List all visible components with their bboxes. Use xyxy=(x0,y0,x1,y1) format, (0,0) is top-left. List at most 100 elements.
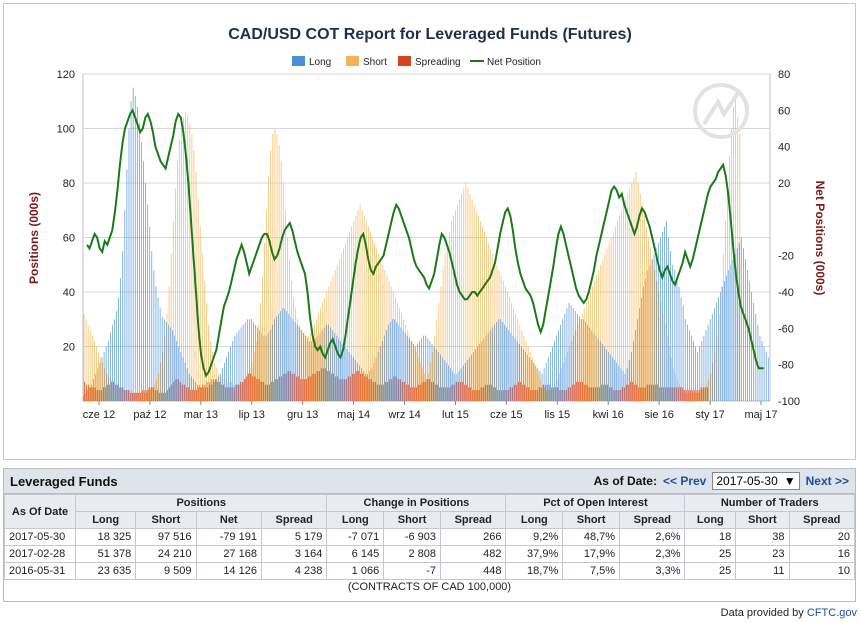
bar-long xyxy=(265,335,267,401)
bar-spreading xyxy=(173,381,175,401)
bar-short xyxy=(604,253,606,401)
bar-spreading xyxy=(322,368,324,401)
bar-spreading xyxy=(229,387,231,402)
table-cell: -7 071 xyxy=(326,528,385,546)
bar-spreading xyxy=(202,384,204,401)
bar-long xyxy=(639,308,640,401)
bar-spreading xyxy=(227,387,229,402)
bar-short xyxy=(386,275,388,401)
bar-spreading xyxy=(374,381,376,401)
bar-spreading xyxy=(621,387,623,402)
bar-spreading xyxy=(555,387,557,402)
bar-spreading xyxy=(129,392,131,401)
bar-long xyxy=(543,368,545,401)
bar-long xyxy=(740,237,742,401)
bar-spreading xyxy=(152,387,154,402)
bar-spreading xyxy=(445,387,447,402)
bar-spreading xyxy=(271,381,272,401)
bar-short xyxy=(160,362,162,401)
bar-long xyxy=(585,321,586,401)
bar-long xyxy=(85,392,86,401)
bar-spreading xyxy=(472,390,474,401)
bar-spreading xyxy=(165,392,166,401)
group-pct: Pct of Open Interest xyxy=(505,494,686,512)
bar-spreading xyxy=(636,384,638,401)
bar-short xyxy=(494,259,496,401)
bar-long xyxy=(493,324,495,401)
bar-spreading xyxy=(98,390,100,401)
bar-short xyxy=(739,133,741,401)
bar-long xyxy=(228,351,229,401)
bar-short xyxy=(397,302,398,401)
bar-short xyxy=(206,302,207,401)
next-link[interactable]: Next >> xyxy=(805,474,849,488)
table-cell: 3 164 xyxy=(260,545,328,563)
bar-spreading xyxy=(551,387,552,402)
bar-long xyxy=(713,308,715,401)
bar-long xyxy=(695,346,696,401)
bar-short xyxy=(164,335,166,401)
bar-long xyxy=(512,335,514,401)
bar-short xyxy=(700,390,701,401)
legend-swatch-short xyxy=(346,56,359,66)
bar-short xyxy=(125,390,126,401)
bar-spreading xyxy=(329,371,330,401)
bar-spreading xyxy=(696,390,698,401)
bar-spreading xyxy=(298,376,299,401)
bar-long xyxy=(103,351,105,401)
bar-spreading xyxy=(661,387,662,402)
bar-long xyxy=(564,313,566,401)
bar-spreading xyxy=(308,376,310,401)
bar-long xyxy=(205,387,207,402)
bar-short xyxy=(639,193,641,401)
bar-short xyxy=(440,286,442,401)
bar-short xyxy=(552,387,554,402)
bar-long xyxy=(157,297,159,401)
bar-long xyxy=(693,341,694,401)
bar-spreading xyxy=(395,376,397,401)
bar-short xyxy=(201,253,203,401)
bar-long xyxy=(423,335,425,401)
bar-long xyxy=(234,335,236,401)
bar-long xyxy=(112,324,113,401)
bar-short xyxy=(231,381,232,401)
bar-spreading xyxy=(478,390,480,401)
cftc-link[interactable]: CFTC.gov xyxy=(806,607,857,619)
table-cell: 48,7% xyxy=(562,528,621,546)
bar-long xyxy=(363,371,364,401)
bar-spreading xyxy=(316,371,318,401)
bar-long xyxy=(653,253,655,401)
bar-short xyxy=(430,362,431,401)
bar-long xyxy=(404,332,406,402)
bar-short xyxy=(415,351,417,401)
bar-short xyxy=(490,248,492,401)
bar-long xyxy=(211,384,213,401)
bar-short xyxy=(685,392,687,401)
bar-short xyxy=(301,330,303,401)
bar-short xyxy=(297,319,299,401)
bar-long xyxy=(284,308,285,401)
bar-spreading xyxy=(470,387,471,402)
prev-link[interactable]: << Prev xyxy=(662,474,707,488)
bar-long xyxy=(734,253,736,401)
bar-short xyxy=(316,319,317,401)
bar-short xyxy=(224,379,226,401)
bar-spreading xyxy=(86,384,88,401)
date-select[interactable]: 2017-05-30 ▼ xyxy=(712,472,800,490)
bar-long xyxy=(572,308,574,401)
bar-spreading xyxy=(277,379,278,401)
bar-spreading xyxy=(679,387,681,402)
bar-spreading xyxy=(505,390,507,401)
bar-short xyxy=(208,324,209,401)
bar-long xyxy=(190,376,192,401)
bar-long xyxy=(176,341,178,401)
bar-long xyxy=(676,278,678,402)
bar-short xyxy=(569,346,570,401)
bar-long xyxy=(267,332,269,402)
bar-spreading xyxy=(628,384,629,401)
bar-long xyxy=(610,354,611,401)
bar-short xyxy=(309,332,311,402)
bar-short xyxy=(262,275,263,401)
bar-spreading xyxy=(296,376,297,401)
bar-spreading xyxy=(513,384,515,401)
